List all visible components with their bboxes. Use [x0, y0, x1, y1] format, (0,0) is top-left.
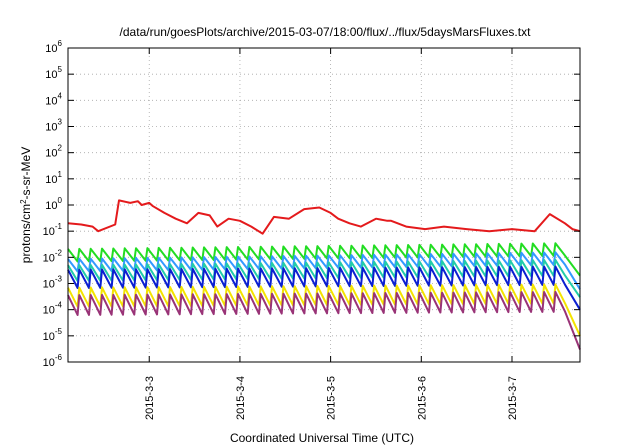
- y-tick-label: 104: [45, 91, 62, 107]
- x-tick-label: 2015-3-3: [144, 376, 156, 420]
- y-tick-label: 10-2: [43, 248, 63, 264]
- y-tick-label: 100: [45, 196, 62, 212]
- series-line-2: [67, 242, 581, 277]
- x-tick-label: 2015-3-7: [507, 376, 519, 420]
- y-tick-label: 10-3: [43, 275, 63, 291]
- x-axis-label: Coordinated Universal Time (UTC): [230, 431, 414, 445]
- y-tick-label: 101: [45, 170, 62, 186]
- y-axis: 10-6 10-5 10-4 10-3 10-2 10-1 100 101 102 103 104 1…: [43, 39, 580, 369]
- series-line-5: [67, 265, 581, 311]
- x-tick-label: 2015-3-4: [235, 376, 247, 420]
- grid: [68, 48, 580, 362]
- y-tick-label: 103: [45, 118, 62, 134]
- series-line-3: [67, 251, 581, 290]
- x-axis: 2015-3-3 2015-3-4 2015-3-5 2015-3-6 2015-3-7: [144, 48, 519, 420]
- chart-title: /data/run/goesPlots/archive/2015-03-07/1…: [120, 25, 532, 39]
- y-axis-label: protons/cm2-s-sr-MeV: [19, 147, 34, 263]
- x-tick-label: 2015-3-5: [326, 376, 338, 420]
- x-tick-label: 2015-3-6: [416, 376, 428, 420]
- y-tick-label: 106: [45, 39, 62, 55]
- y-tick-label: 10-5: [43, 327, 63, 343]
- series-line-7: [67, 290, 581, 350]
- y-tick-label: 10-1: [43, 222, 63, 238]
- y-tick-label: 10-6: [43, 353, 63, 369]
- series-line-6: [67, 283, 581, 337]
- y-tick-label: 105: [45, 65, 62, 81]
- y-tick-label: 102: [45, 144, 62, 160]
- series-layer: [67, 199, 581, 350]
- y-tick-label: 10-4: [43, 301, 63, 317]
- series-line-1: [67, 199, 581, 235]
